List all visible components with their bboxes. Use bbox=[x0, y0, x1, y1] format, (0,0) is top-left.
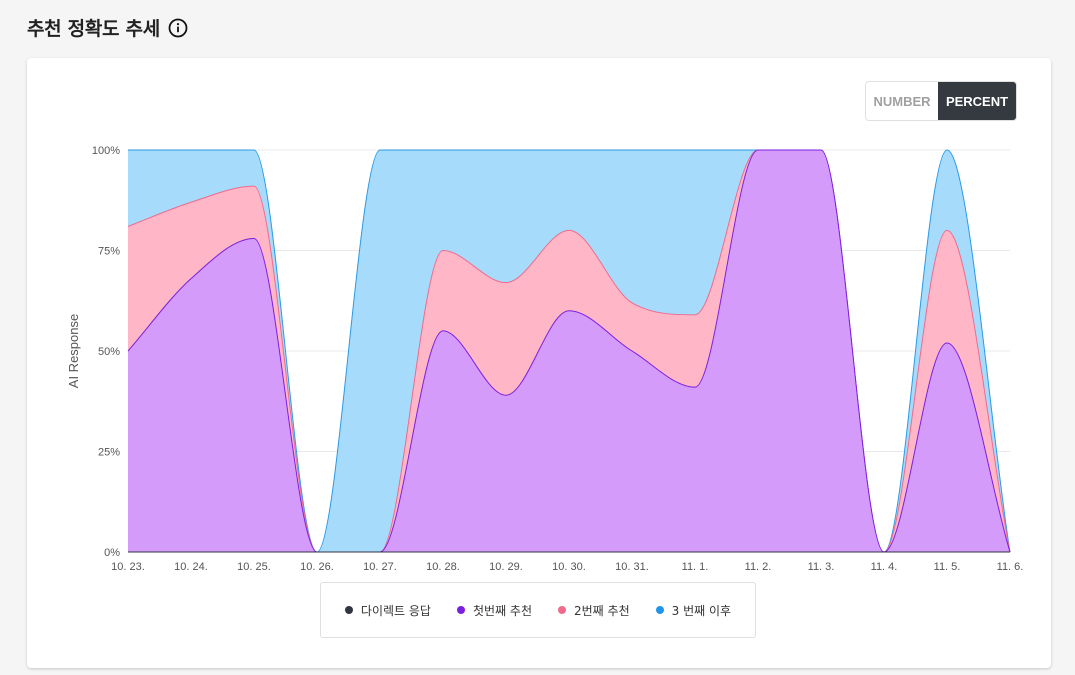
x-tick-label: 10. 24. bbox=[174, 561, 208, 573]
legend-item-first[interactable]: 첫번째 추천 bbox=[456, 602, 532, 619]
legend-dot-first bbox=[456, 606, 465, 614]
legend-item-direct[interactable]: 다이렉트 응답 bbox=[344, 602, 431, 619]
number-toggle-button[interactable]: NUMBER bbox=[866, 82, 938, 120]
x-tick-label: 11. 4. bbox=[871, 561, 898, 573]
y-tick-label: 0% bbox=[104, 547, 120, 559]
info-icon[interactable] bbox=[168, 18, 188, 38]
x-tick-label: 10. 28. bbox=[426, 561, 460, 573]
x-tick-label: 10. 25. bbox=[237, 561, 271, 573]
x-tick-label: 10. 27. bbox=[363, 561, 397, 573]
legend-item-third-plus[interactable]: 3 번째 이후 bbox=[655, 602, 732, 619]
area-1 bbox=[128, 150, 1010, 552]
y-tick-label: 100% bbox=[92, 145, 120, 157]
legend-label-first: 첫번째 추천 bbox=[472, 603, 532, 618]
legend-dot-second bbox=[558, 606, 566, 614]
chart-legend: 다이렉트 응답 첫번째 추천 2번째 추천 3 번째 이후 bbox=[320, 582, 756, 638]
y-tick-label: 50% bbox=[98, 346, 120, 358]
x-tick-label: 11. 1. bbox=[682, 561, 709, 573]
y-tick-label: 75% bbox=[98, 246, 120, 258]
legend-dot-direct bbox=[344, 606, 353, 614]
area-chart: 0% 25% 50% 75% 100% AI Response 10. 23. 10. 24.… bbox=[66, 145, 1024, 573]
y-axis-title: AI Response bbox=[66, 314, 81, 388]
chart-card: NUMBER PERCENT 0% 25% 50% 75% 100% AI Respons… bbox=[27, 58, 1051, 668]
y-tick-label: 25% bbox=[98, 447, 120, 459]
percent-toggle-button[interactable]: PERCENT bbox=[938, 82, 1016, 120]
x-tick-label: 11. 6. bbox=[997, 561, 1024, 573]
legend-label-second: 2번째 추천 bbox=[574, 603, 630, 618]
series-line-3 bbox=[128, 149, 1011, 553]
page-title: 추천 정확도 추세 bbox=[27, 18, 160, 40]
x-tick-label: 10. 23. bbox=[111, 561, 145, 573]
legend-label-third-plus: 3 번째 이후 bbox=[671, 603, 732, 618]
x-tick-label: 11. 3. bbox=[808, 561, 835, 573]
page-header: 추천 정확도 추세 bbox=[27, 14, 188, 41]
x-tick-label: 11. 2. bbox=[745, 561, 772, 573]
series-line-2 bbox=[127, 149, 1011, 553]
legend-dot-third-plus bbox=[655, 606, 664, 614]
legend-item-second[interactable]: 2번째 추천 bbox=[558, 602, 630, 619]
x-tick-label: 11. 5. bbox=[934, 561, 961, 573]
x-tick-label: 10. 31. bbox=[615, 561, 649, 573]
x-tick-label: 10. 26. bbox=[300, 561, 334, 573]
view-mode-toggle: NUMBER PERCENT bbox=[865, 81, 1017, 121]
legend-label-direct: 다이렉트 응답 bbox=[360, 603, 431, 618]
x-tick-label: 10. 30. bbox=[552, 561, 586, 573]
x-tick-label: 10. 29. bbox=[489, 561, 523, 573]
